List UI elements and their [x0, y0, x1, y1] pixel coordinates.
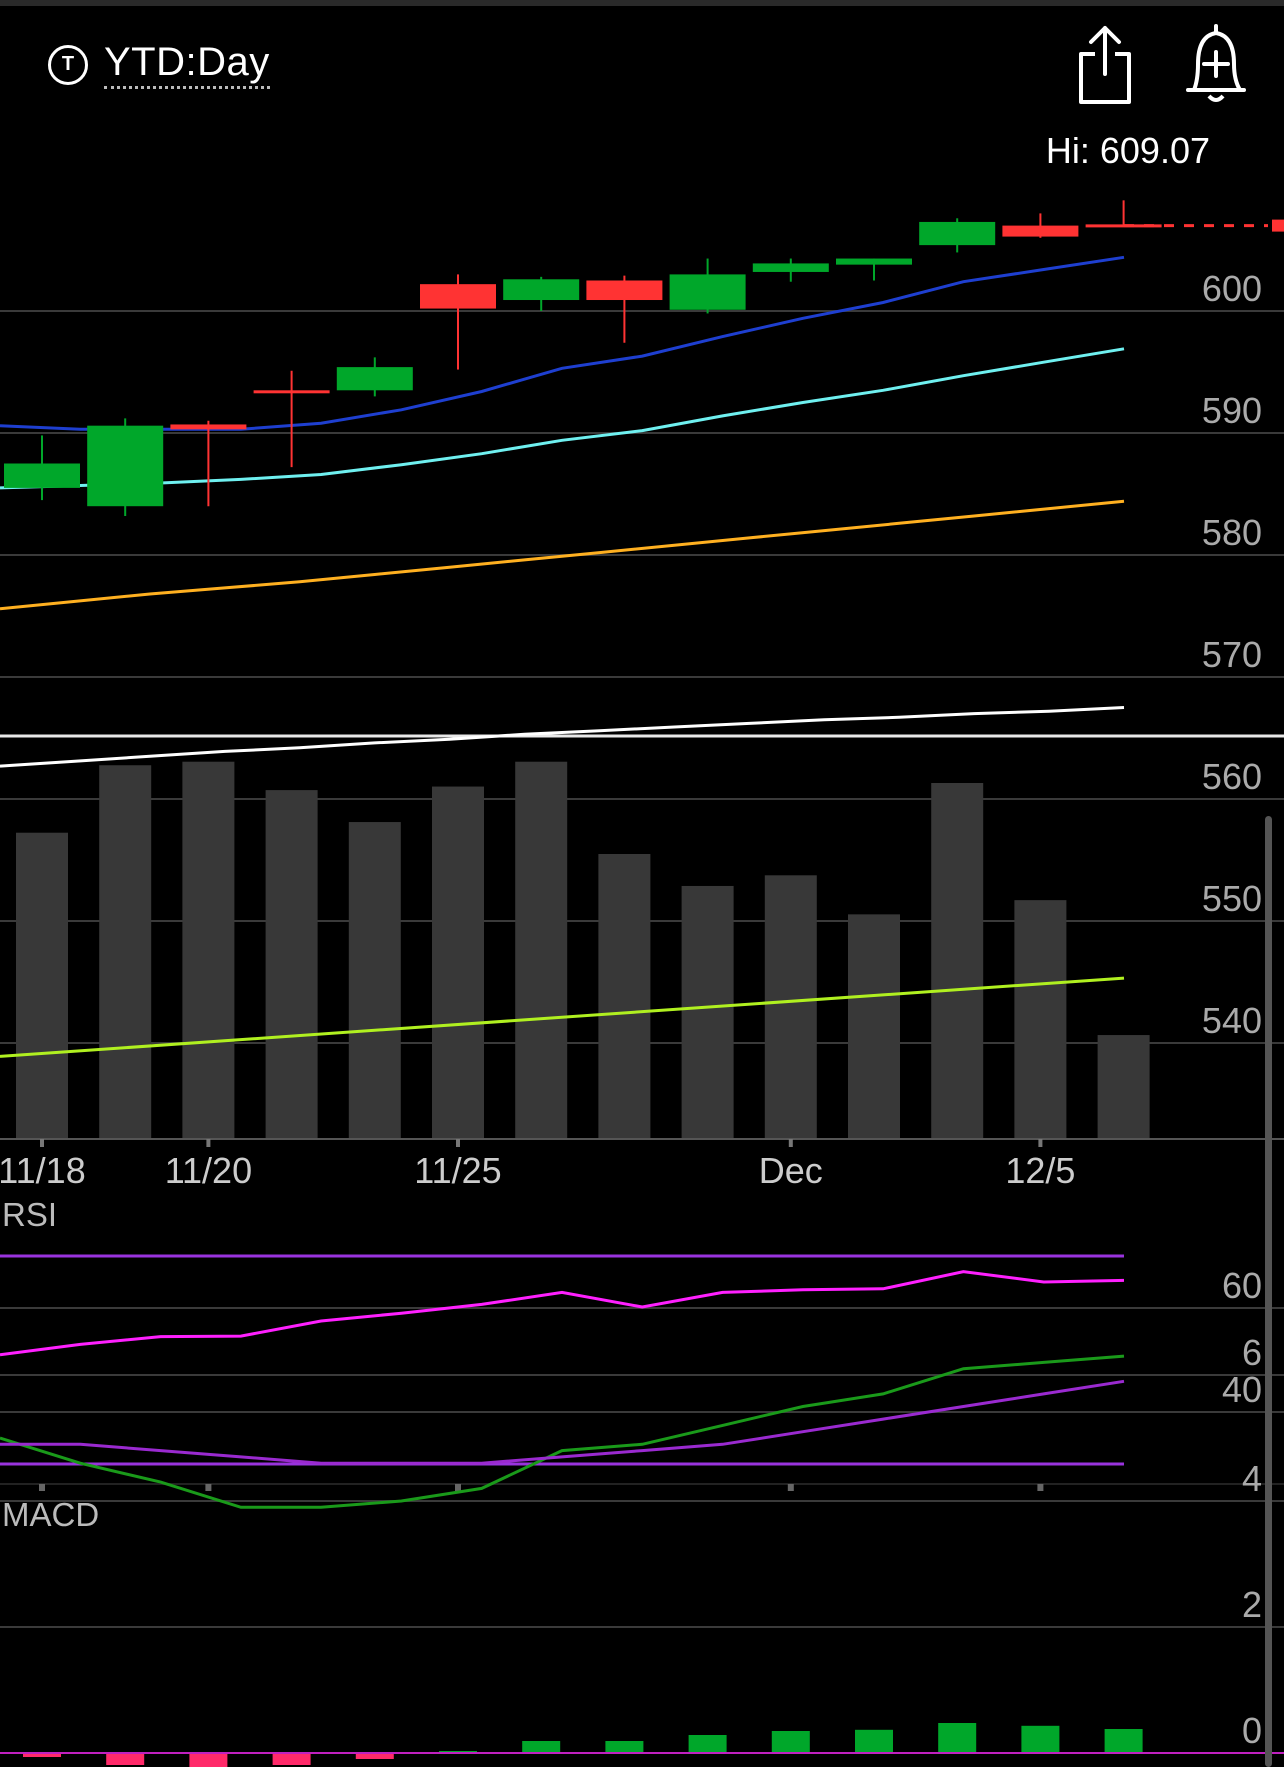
price-tick-label: 590: [1202, 390, 1262, 431]
macd-histogram-bar: [355, 1753, 394, 1759]
add-alert-bell-icon[interactable]: [1182, 20, 1250, 106]
candle-body: [336, 367, 413, 391]
candle-body: [87, 425, 164, 507]
macd-histogram-bar: [855, 1729, 893, 1753]
rsi-tick-label: 60: [1222, 1265, 1262, 1306]
macd-histogram-bar: [1104, 1729, 1143, 1753]
moving-average-line: [0, 347, 1125, 490]
volume-bar: [1014, 900, 1067, 1138]
macd-histogram-bar: [1021, 1725, 1060, 1753]
macd-histogram-bar: [605, 1741, 644, 1753]
timeframe-label: YTD:Day: [104, 40, 270, 89]
candle-body: [4, 463, 80, 488]
price-tick-label: 550: [1202, 878, 1262, 919]
x-axis-label: 12/5: [1005, 1150, 1075, 1191]
rsi-title: RSI: [2, 1196, 57, 1233]
candle-body: [836, 258, 912, 265]
macd-tick-label: 4: [1242, 1458, 1262, 1499]
x-axis-label: 11/18: [0, 1150, 86, 1191]
volume-bar: [182, 761, 235, 1138]
x-axis-label: Dec: [759, 1150, 823, 1191]
volume-bar: [681, 885, 734, 1138]
volume-bar: [432, 786, 484, 1138]
moving-average-line: [0, 706, 1125, 768]
candle-body: [1085, 224, 1162, 228]
candle-body: [253, 390, 330, 394]
price-tick-label: 580: [1202, 512, 1262, 553]
candle-body: [669, 274, 746, 310]
volume-bar: [848, 914, 900, 1138]
macd-histogram-bar: [23, 1753, 61, 1757]
macd-title: MACD: [2, 1496, 99, 1533]
candle-body: [752, 263, 829, 272]
macd-histogram-bar: [522, 1741, 561, 1753]
rsi-x-tick: [787, 1484, 794, 1491]
volume-bar: [265, 790, 318, 1138]
timeframe-icon: T: [48, 44, 88, 85]
price-tick-label: 600: [1202, 268, 1262, 309]
macd-tick-label: 0: [1242, 1710, 1262, 1751]
candle-body: [170, 424, 247, 430]
volume-bar: [1097, 1035, 1150, 1138]
rsi-x-tick: [1037, 1484, 1044, 1491]
volume-moving-average-line: [0, 976, 1125, 1058]
candle-body: [919, 221, 996, 246]
rsi-x-tick: [205, 1484, 212, 1491]
candle-body: [420, 284, 496, 309]
volume-bar: [598, 854, 651, 1138]
macd-histogram-bar: [688, 1735, 727, 1753]
volume-bar: [764, 875, 817, 1138]
macd-histogram-bar: [938, 1723, 977, 1753]
candle-body: [1002, 225, 1079, 237]
moving-average-line: [0, 499, 1125, 611]
last-price-marker: [1272, 219, 1284, 232]
macd-histogram-bar: [272, 1753, 311, 1765]
macd-line: [0, 1354, 1125, 1509]
macd-signal-line: [0, 1379, 1125, 1465]
candle-body: [586, 280, 663, 301]
price-tick-label: 570: [1202, 634, 1262, 675]
volume-bar: [16, 832, 68, 1138]
rsi-x-tick: [455, 1484, 461, 1491]
chart-header: T YTD:Day Hi: 609.07: [0, 0, 1284, 171]
macd-histogram-bar: [771, 1731, 810, 1753]
volume-bar: [99, 765, 152, 1138]
macd-histogram-bar: [106, 1753, 145, 1765]
timeframe-selector[interactable]: T YTD:Day: [48, 40, 270, 89]
price-tick-label: 560: [1202, 756, 1262, 797]
volume-bar: [515, 761, 568, 1138]
volume-bar: [931, 783, 984, 1138]
candle-body: [503, 279, 580, 301]
x-axis-label: 11/25: [414, 1150, 501, 1191]
rsi-line: [0, 1270, 1125, 1357]
top-border: [0, 0, 1284, 6]
macd-histogram-bar: [189, 1753, 228, 1767]
session-high-label: Hi: 609.07: [1045, 130, 1210, 171]
macd-tick-label: 6: [1242, 1332, 1262, 1373]
x-axis-label: 11/20: [165, 1150, 252, 1191]
volume-bar: [348, 822, 401, 1138]
price-tick-label: 540: [1202, 1000, 1262, 1041]
scrollbar[interactable]: [1265, 816, 1272, 1767]
macd-tick-label: 2: [1242, 1584, 1262, 1625]
rsi-x-tick: [39, 1484, 45, 1491]
share-icon[interactable]: [1075, 22, 1135, 106]
